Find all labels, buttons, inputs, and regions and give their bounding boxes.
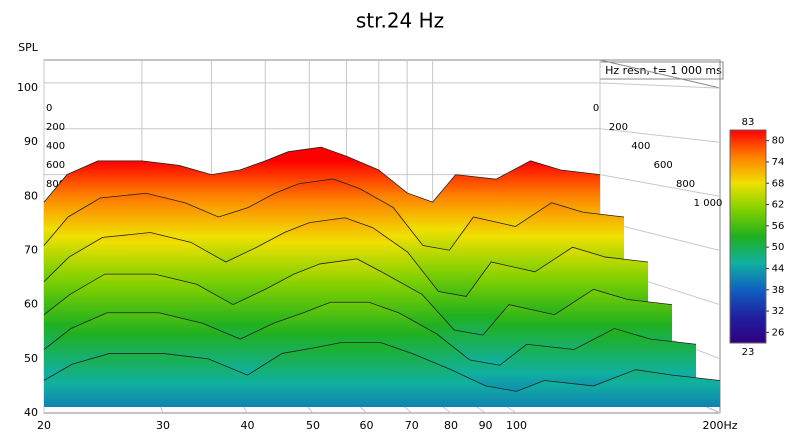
colorbar-label: 32: [772, 306, 785, 317]
colorbar-label: 80: [772, 136, 785, 147]
colorbar-label: 62: [772, 200, 785, 211]
x-tick-label: 100: [506, 419, 527, 432]
slice-line: [43, 178, 625, 251]
y-tick-label: 50: [24, 352, 38, 365]
time-label-right: 200: [609, 122, 628, 133]
y-axis-label: SPL: [18, 41, 39, 54]
slice-line: [43, 146, 601, 203]
colorbar: [729, 129, 767, 344]
x-tick-label: 30: [156, 419, 170, 432]
colorbar-label: 50: [772, 242, 785, 253]
x-tick-label: 50: [306, 419, 320, 432]
time-label-left: 0: [46, 103, 52, 114]
time-label-right: 600: [654, 160, 673, 171]
colorbar-label: 56: [772, 221, 785, 232]
x-tick-label: 90: [479, 419, 493, 432]
time-label-right: 400: [631, 141, 650, 152]
time-label-left: 800: [46, 179, 65, 190]
y-tick-label: 40: [24, 406, 38, 419]
colorbar-label: 74: [772, 157, 785, 168]
y-tick-label: 80: [24, 189, 38, 202]
y-tick-label: 60: [24, 298, 38, 311]
slice-line: [43, 217, 649, 297]
y-tick-label: 70: [24, 244, 38, 257]
colorbar-label: 68: [772, 178, 785, 189]
grid-line: [599, 128, 721, 143]
grid-line: [599, 174, 721, 197]
slice-fill: [44, 342, 720, 407]
slice-line: [43, 342, 721, 392]
colorbar-label: 44: [772, 263, 785, 274]
x-tick-label: 60: [360, 419, 374, 432]
colorbar-label: 23: [742, 347, 755, 358]
y-tick-label: 100: [17, 81, 38, 94]
x-tick-label: 40: [240, 419, 254, 432]
time-label-right: 0: [593, 103, 599, 114]
time-label-right: 800: [676, 179, 695, 190]
x-tick-label: 80: [444, 419, 458, 432]
chart-title: str.24 Hz: [356, 9, 444, 33]
colorbar-label: 83: [742, 117, 755, 128]
x-tick-label: 70: [405, 419, 419, 432]
colorbar-label: 26: [772, 327, 785, 338]
y-tick-label: 90: [24, 135, 38, 148]
frame-edge: [599, 59, 721, 89]
time-label-left: 600: [46, 160, 65, 171]
x-tick-label: 200Hz: [702, 419, 737, 432]
time-label-left: 400: [46, 141, 65, 152]
time-label-right: 1 000: [694, 198, 723, 209]
slice-line: [43, 301, 697, 366]
x-tick-label: 20: [37, 419, 51, 432]
colorbar-label: 38: [772, 285, 785, 296]
grid-line: [599, 82, 721, 89]
frame: [44, 59, 721, 413]
slice-line: [43, 258, 673, 336]
time-label-left: 200: [46, 122, 65, 133]
